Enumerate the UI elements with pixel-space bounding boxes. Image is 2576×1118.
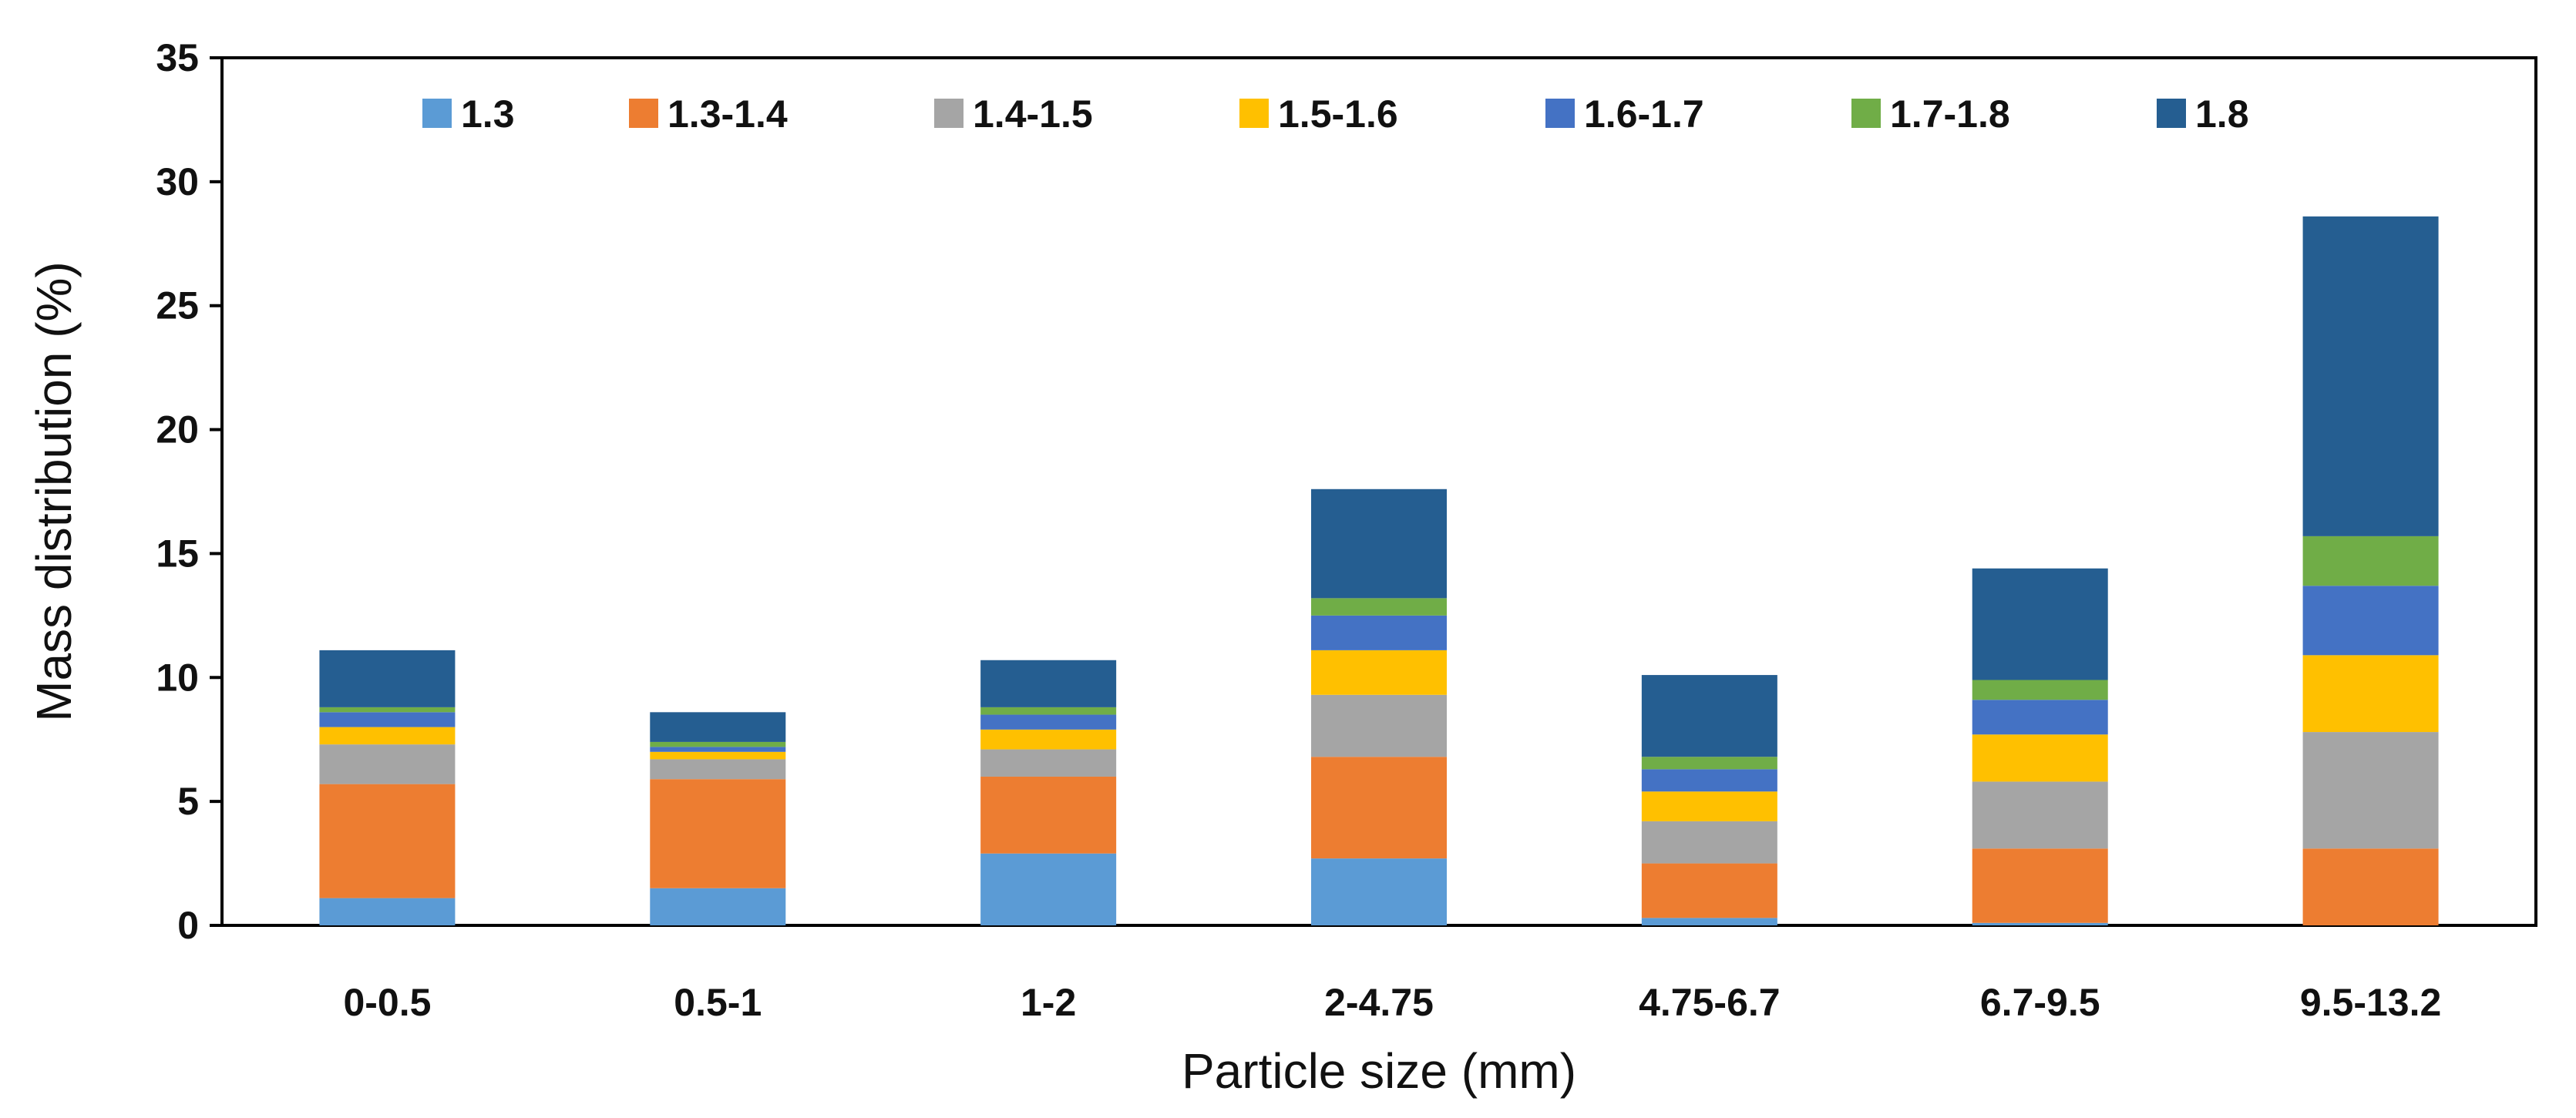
bar-segment-1.4-1.5-2-4.75 — [1311, 694, 1447, 757]
x-tick-label: 9.5-13.2 — [2300, 981, 2441, 1024]
legend-swatch — [934, 99, 963, 128]
bar-segment-1.6-1.7-0.5-1 — [650, 747, 786, 752]
bar-segment-1.7-1.8-0.5-1 — [650, 741, 786, 747]
bars-layer — [319, 216, 2439, 925]
bar-segment-1.3-1-2 — [980, 853, 1117, 925]
bar-segment-1.7-1.8-6.7-9.5 — [1972, 680, 2108, 700]
bar-segment-1.7-1.8-9.5-13.2 — [2302, 535, 2439, 586]
bar-segment-1.3-1.4-4.75-6.7 — [1641, 863, 1777, 918]
x-tick-label: 0-0.5 — [343, 981, 431, 1024]
y-tick-label: 15 — [156, 532, 199, 575]
bar-segment-1.5-1.6-6.7-9.5 — [1972, 734, 2108, 782]
legend-label: 1.6-1.7 — [1584, 92, 1704, 136]
legend-swatch — [2157, 99, 2186, 128]
bar-segment-1.8-9.5-13.2 — [2302, 216, 2439, 536]
bar-segment-1.4-1.5-4.75-6.7 — [1641, 821, 1777, 864]
x-axis: 0-0.5 0.5-1 1-2 2-4.75 4.75-6.7 6.7-9.5 9.5-13… — [343, 981, 2441, 1024]
bar-segment-1.3-4.75-6.7 — [1641, 918, 1777, 925]
bar-segment-1.5-1.6-1-2 — [980, 729, 1117, 750]
bar-segment-1.3-0-0.5 — [319, 898, 456, 925]
bar-segment-1.4-1.5-1-2 — [980, 749, 1117, 777]
bar-segment-1.6-1.7-4.75-6.7 — [1641, 769, 1777, 792]
y-tick-label: 30 — [156, 160, 199, 203]
bar-segment-1.5-1.6-9.5-13.2 — [2302, 655, 2439, 733]
bar-segment-1.6-1.7-1-2 — [980, 714, 1117, 730]
bar-segment-1.8-4.75-6.7 — [1641, 675, 1777, 757]
x-tick-label: 6.7-9.5 — [1980, 981, 2100, 1024]
x-tick-label: 2-4.75 — [1324, 981, 1434, 1024]
y-tick-label: 5 — [177, 780, 199, 823]
bar-segment-1.4-1.5-0-0.5 — [319, 744, 456, 784]
bar-segment-1.4-1.5-9.5-13.2 — [2302, 732, 2439, 849]
bar-segment-1.6-1.7-2-4.75 — [1311, 615, 1447, 650]
x-axis-title: Particle size (mm) — [1182, 1043, 1576, 1099]
bar-segment-1.3-1.4-2-4.75 — [1311, 757, 1447, 859]
y-axis-title: Mass distribution (%) — [26, 261, 82, 722]
bar-segment-1.6-1.7-6.7-9.5 — [1972, 700, 2108, 735]
legend-swatch — [629, 99, 658, 128]
bar-segment-1.3-1.4-9.5-13.2 — [2302, 848, 2439, 925]
x-tick-label: 4.75-6.7 — [1639, 981, 1780, 1024]
bar-segment-1.8-1-2 — [980, 660, 1117, 707]
y-tick-label: 25 — [156, 284, 199, 327]
bar-segment-1.3-2-4.75 — [1311, 858, 1447, 925]
bar-segment-1.7-1.8-0-0.5 — [319, 707, 456, 713]
legend-label: 1.4-1.5 — [973, 92, 1093, 136]
legend-swatch — [1239, 99, 1269, 128]
legend-label: 1.5-1.6 — [1278, 92, 1398, 136]
bar-segment-1.8-2-4.75 — [1311, 488, 1447, 599]
bar-segment-1.4-1.5-6.7-9.5 — [1972, 781, 2108, 849]
bar-segment-1.3-1.4-0-0.5 — [319, 784, 456, 898]
bar-segment-1.4-1.5-0.5-1 — [650, 759, 786, 780]
bar-segment-1.7-1.8-1-2 — [980, 707, 1117, 715]
bar-segment-1.3-1.4-6.7-9.5 — [1972, 848, 2108, 923]
bar-segment-1.8-6.7-9.5 — [1972, 568, 2108, 680]
bar-segment-1.5-1.6-0-0.5 — [319, 727, 456, 745]
y-tick-label: 20 — [156, 408, 199, 452]
bar-segment-1.8-0-0.5 — [319, 650, 456, 707]
legend-label: 1.3 — [461, 92, 515, 136]
legend: 1.3 1.3-1.4 1.4-1.5 1.5-1.6 1.6-1.7 1.7-1.8 1.… — [422, 92, 2249, 136]
bar-segment-1.5-1.6-0.5-1 — [650, 751, 786, 760]
bar-segment-1.6-1.7-9.5-13.2 — [2302, 586, 2439, 656]
x-tick-label: 1-2 — [1021, 981, 1076, 1024]
legend-swatch — [1545, 99, 1575, 128]
bar-segment-1.5-1.6-4.75-6.7 — [1641, 791, 1777, 821]
bar-segment-1.7-1.8-4.75-6.7 — [1641, 757, 1777, 770]
legend-label: 1.8 — [2195, 92, 2249, 136]
bar-segment-1.7-1.8-2-4.75 — [1311, 598, 1447, 616]
legend-label: 1.7-1.8 — [1890, 92, 2010, 136]
y-tick-label: 35 — [156, 36, 199, 79]
legend-label: 1.3-1.4 — [668, 92, 788, 136]
bar-segment-1.5-1.6-2-4.75 — [1311, 650, 1447, 695]
bar-segment-1.3-6.7-9.5 — [1972, 922, 2108, 925]
bar-segment-1.8-0.5-1 — [650, 712, 786, 742]
y-tick-label: 10 — [156, 656, 199, 699]
x-tick-label: 0.5-1 — [674, 981, 762, 1024]
y-tick-label: 0 — [177, 904, 199, 947]
bar-segment-1.3-1.4-0.5-1 — [650, 779, 786, 888]
y-axis: 0 5 10 15 20 25 30 35 — [156, 36, 222, 947]
legend-swatch — [1851, 99, 1881, 128]
bar-segment-1.3-1.4-1-2 — [980, 776, 1117, 854]
legend-swatch — [422, 99, 452, 128]
bar-segment-1.3-0.5-1 — [650, 888, 786, 925]
bar-segment-1.6-1.7-0-0.5 — [319, 712, 456, 727]
